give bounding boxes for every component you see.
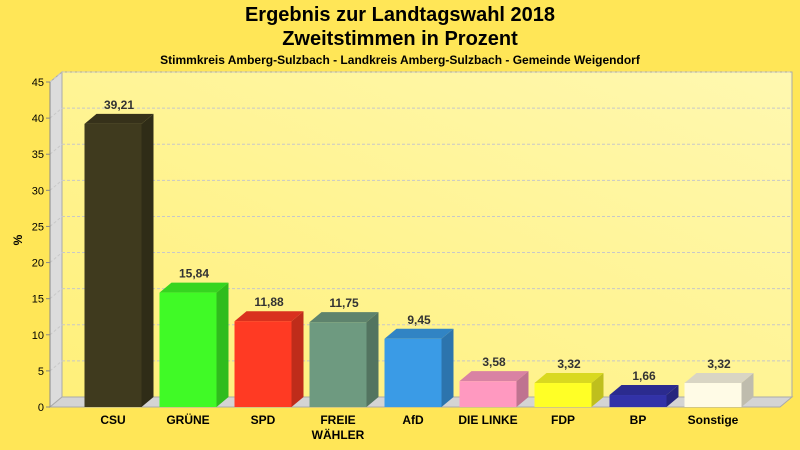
bar-top	[309, 312, 379, 323]
bar-side	[516, 371, 529, 407]
grid-line	[49, 143, 63, 155]
grid-line	[49, 324, 63, 336]
bar-front	[234, 321, 292, 407]
bar-top	[384, 328, 454, 339]
bar-side	[441, 328, 454, 407]
y-tick-label: 40	[32, 113, 44, 125]
y-tick-label: 25	[32, 221, 44, 233]
bar-grüne	[159, 282, 229, 407]
bar-csu	[84, 113, 154, 408]
grid-line	[49, 107, 63, 119]
y-tick-label: 10	[32, 330, 44, 342]
y-tick-label: 30	[32, 185, 44, 197]
grid-line	[49, 71, 63, 83]
y-tick-label: 5	[38, 366, 44, 378]
bar-afd	[384, 328, 454, 407]
bar-side	[741, 373, 754, 407]
bar-die-linke	[459, 371, 529, 407]
bar-top	[159, 282, 229, 293]
value-label: 9,45	[407, 313, 431, 327]
bar-front	[384, 338, 442, 407]
bar-side	[216, 282, 229, 407]
bar-side	[366, 312, 379, 407]
x-tick-label: DIE LINKE	[458, 413, 517, 427]
chart-title: Ergebnis zur Landtagswahl 2018	[244, 4, 556, 26]
x-tick-label: Sonstige	[688, 413, 739, 427]
chart-subtitle: Zweitstimmen in Prozent	[282, 28, 518, 50]
plot-side-wall	[49, 70, 63, 409]
bar-front	[684, 383, 742, 407]
grid-line	[49, 360, 63, 372]
value-label: 3,58	[482, 355, 506, 369]
bar-sonstige	[684, 373, 754, 407]
y-tick-label: 15	[32, 294, 44, 306]
bar-front	[159, 292, 217, 407]
value-label: 15,84	[179, 267, 209, 281]
x-tick-label: GRÜNE	[166, 412, 209, 427]
value-label: 1,66	[632, 369, 656, 383]
bar-top	[234, 311, 304, 322]
bar-top	[609, 385, 679, 396]
bar-spd	[234, 311, 304, 407]
chart-region: Stimmkreis Amberg-Sulzbach - Landkreis A…	[160, 53, 640, 67]
x-tick-label: SPD	[251, 413, 276, 427]
x-tick-label: FDP	[551, 413, 575, 427]
bar-top	[684, 373, 754, 384]
bar-front	[459, 381, 517, 407]
bar-top	[459, 371, 529, 382]
y-tick-label: 35	[32, 149, 44, 161]
x-tick-label: FREIE WÄHLER	[312, 413, 365, 442]
grid-line	[49, 179, 63, 191]
value-label: 3,32	[557, 357, 581, 371]
bar-bp	[609, 385, 679, 407]
grid-line	[49, 252, 63, 263]
bar-top	[84, 113, 154, 124]
bar-top	[534, 373, 604, 384]
bar-side	[291, 311, 304, 407]
bar-front	[84, 123, 142, 408]
bar-freie-wähler	[309, 312, 379, 407]
value-label: 3,32	[707, 357, 731, 371]
value-label: 11,75	[329, 296, 359, 310]
x-tick-label: BP	[630, 413, 647, 427]
bar-side	[666, 385, 679, 407]
y-axis-label: %	[11, 234, 25, 245]
bar-front	[309, 322, 367, 407]
x-tick-label: CSU	[100, 413, 125, 427]
grid-line	[49, 288, 63, 300]
bar-fdp	[534, 373, 604, 407]
bar-front	[534, 383, 592, 407]
y-tick-label: 20	[32, 258, 44, 270]
bar-side	[141, 113, 154, 408]
bar-front	[609, 395, 667, 407]
value-label: 11,88	[254, 295, 284, 309]
grid-line	[49, 216, 63, 227]
x-tick-label: AfD	[402, 413, 424, 427]
value-label: 39,21	[104, 98, 134, 112]
y-tick-label: 0	[38, 402, 44, 414]
bar-side	[591, 373, 604, 407]
y-tick-label: 45	[32, 77, 44, 89]
